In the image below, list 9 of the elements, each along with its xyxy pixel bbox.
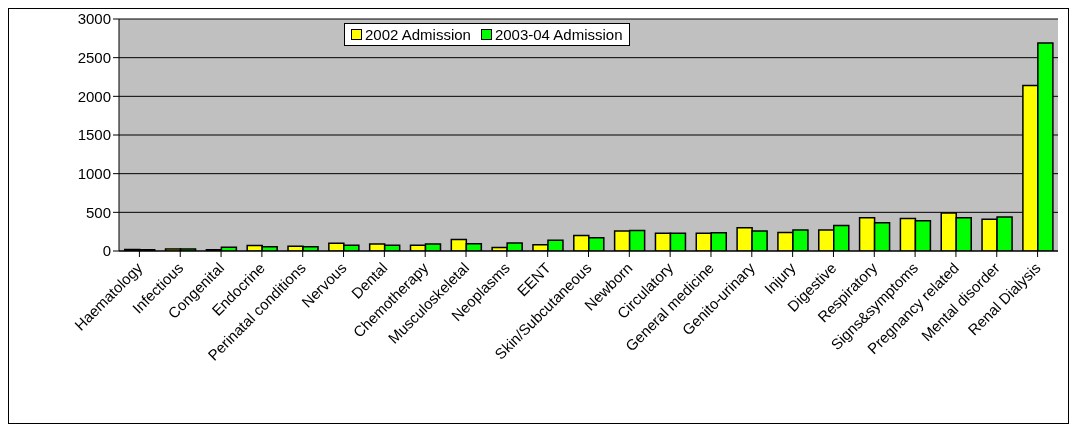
legend-label: 2003-04 Admission xyxy=(493,26,623,43)
y-tick-label: 0 xyxy=(102,242,111,260)
y-tick-label: 1500 xyxy=(77,126,111,144)
y-tick-label: 2000 xyxy=(77,87,111,105)
legend-label: 2002 Admission xyxy=(364,26,471,43)
y-tick-label: 2500 xyxy=(77,48,111,66)
y-tick-label: 1000 xyxy=(77,164,111,182)
y-tick-label: 500 xyxy=(85,203,111,221)
y-tick-label: 3000 xyxy=(77,10,111,28)
